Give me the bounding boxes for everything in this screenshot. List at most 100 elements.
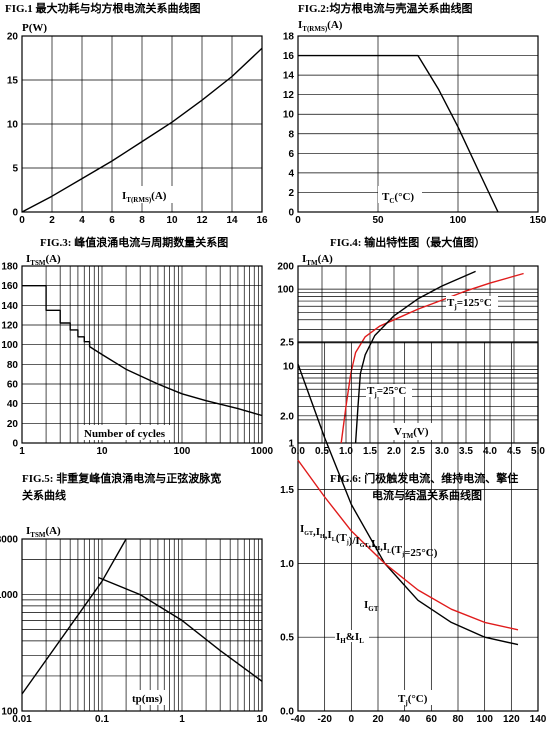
fig1-ytick-label: 15 [7,76,19,87]
fig6-ytick-label: 1.5 [280,485,294,496]
fig3-ylabel: ITSM(A) [26,253,61,267]
fig6-annotation: IGT [364,599,379,613]
fig4-annotation: Tj=25°C [367,385,406,399]
fig6-xtick-label: 100 [476,714,493,725]
fig3-series-0-line [22,285,263,417]
fig6-frame [297,341,539,712]
fig2-series-0-line [298,54,499,213]
fig1-ytick-label: 0 [12,208,18,219]
fig2-title: FIG.2:均方根电流与壳温关系曲线图 [298,1,472,15]
axis-labels: P(W) IT(RMS)(A) IT(RMS)(A) TC(°C) ITSM(A) Num… [22,19,498,707]
fig5-ytick-label: 3000 [0,535,18,546]
fig4-xtick-label: 3.0 [435,446,449,457]
fig6-annotation: IH&IL [336,631,364,645]
fig3-ytick-label: 180 [1,262,18,273]
fig2-ytick-label: 4 [288,168,294,179]
fig3-ytick-label: 100 [1,340,18,351]
fig2-ytick-label: 16 [283,51,295,62]
fig3-xlabel: Number of cycles [84,428,166,440]
fig2-frame [297,35,539,213]
fig1-xtick-label: 14 [226,215,238,226]
fig2-ytick-label: 14 [283,71,295,82]
fig1-grid [21,35,263,213]
fig6-ytick-label: 0.0 [280,707,294,718]
fig6-xtick-label: 0 [349,714,355,725]
fig6-annot-bg [335,630,369,642]
fig5-ytick-label: 1000 [0,590,18,601]
fig6-ytick-label: 2.5 [280,338,294,349]
fig5-series-1-line [98,576,263,682]
fig6-series-0-line [297,363,519,646]
fig4-xlabel: VTM(V) [394,426,429,440]
fig3-xlabel-bg [82,425,172,440]
fig1-title: FIG.1 最大功耗与均方根电流关系曲线图 [5,1,201,15]
fig3-title: FIG.3: 峰值浪涌电流与周期数量关系图 [40,235,228,249]
fig5-xtick-label: 0.01 [12,714,32,725]
fig5-xtick-label: 1 [179,714,185,725]
fig3-chart: FIG.3: 峰值浪涌电流与周期数量关系图 1 10 100 1000 0 20 40 60 80… [1,235,273,457]
fig2-chart: FIG.2:均方根电流与壳温关系曲线图 0 50 100 150 0 2 4 6 8 10 12 14 1… [283,1,547,226]
fig3-ytick-label: 120 [1,321,18,332]
fig5-frame [21,538,263,712]
fig1-frame [21,35,263,213]
fig2-ytick-label: 6 [288,149,294,160]
fig6-series-1-line [297,459,519,631]
fig2-xtick-label: 50 [372,215,384,226]
fig1-ytick-label: 20 [7,32,19,43]
fig2-xtick-label: 100 [450,215,467,226]
fig1-series-0-line [21,47,263,213]
fig2-ytick-label: 2 [288,188,294,199]
fig2-xtick-label: 0 [295,215,301,226]
fig1-xtick-label: 8 [139,215,145,226]
fig4-annot-bg [446,296,498,309]
fig6-title-line: 电流与结温关系曲线图 [372,488,482,502]
fig4-ytick-label: 10 [283,362,295,373]
fig6-xtick-label: -20 [317,714,332,725]
fig2-ytick-label: 10 [283,110,295,121]
fig1-ytick-label: 10 [7,120,19,131]
fig4-xtick-label: 0.5 [315,446,329,457]
fig1-xtick-label: 10 [166,215,178,226]
fig3-ytick-label: 140 [1,301,18,312]
fig1-xlabel-bg [118,186,182,203]
fig5-xlabel: tp(ms) [132,693,163,705]
fig4-ylabel: ITM(A) [302,253,333,267]
fig2-ylabel: IT(RMS)(A) [298,19,343,33]
fig3-xtick-label: 1000 [251,446,274,457]
fig3-ytick-label: 60 [7,380,19,391]
fig6-xtick-label: 40 [399,714,411,725]
fig1-xtick-label: 16 [256,215,268,226]
fig4-xlabel-bg [392,423,434,440]
fig2-ytick-label: 8 [288,129,294,140]
fig1-ytick-label: 5 [12,164,18,175]
fig5-xlabel-bg [130,690,168,705]
fig4-xtick-label: 2.0 [387,446,401,457]
fig1-chart: FIG.1 最大功耗与均方根电流关系曲线图 0 2 4 6 8 10 12 14 16 0 5 10 15… [5,1,268,226]
fig3-xtick-label: 1 [19,446,25,457]
fig2-ytick-label: 18 [283,32,295,43]
fig5-ytick-label: 100 [1,707,18,718]
fig2-ytick-label: 0 [288,208,294,219]
fig6-ylabel: IGT,IH,IL(Tj)/IGT,IH,IL(Tj=25°C) [300,523,438,559]
fig4-xtick-label: 2.5 [411,446,425,457]
fig3-ytick-label: 160 [1,281,18,292]
fig4-grid [297,265,539,443]
fig5-title-line: 关系曲线 [22,488,66,502]
fig6-xtick-label: 60 [426,714,438,725]
fig2-xlabel-bg [378,186,422,203]
fig1-xtick-label: 4 [79,215,85,226]
fig1-ylabel: P(W) [22,22,47,34]
fig1-xlabel: IT(RMS)(A) [122,190,167,204]
fig3-ytick-label: 40 [7,399,19,410]
fig6-xtick-label: 20 [372,714,384,725]
fig3-grid [22,265,262,444]
fig4-xtick-label: 3.5 [459,446,473,457]
fig5-xtick-label: 0.1 [95,714,109,725]
fig6-ytick-label: 2.0 [280,411,294,422]
fig6-xlabel: Tj(°C) [398,693,428,707]
fig6-ytick-label: 1.0 [280,559,294,570]
fig4-annot-bg [366,384,412,397]
fig4-ytick-label: 200 [277,262,294,273]
